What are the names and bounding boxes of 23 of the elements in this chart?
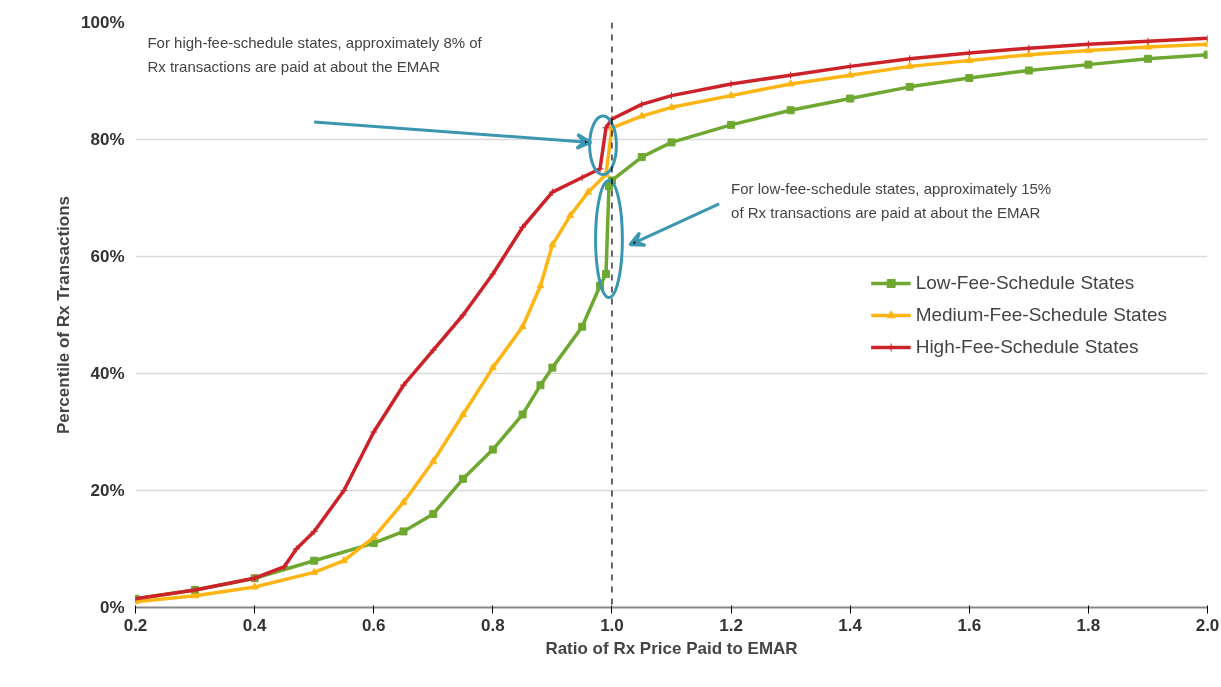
- x-tick-label: 1.4: [838, 615, 863, 635]
- y-tick-label: 0%: [99, 598, 125, 617]
- x-tick-label: 0.8: [481, 615, 505, 635]
- annotation: For low-fee-schedule states, approximately 15% of Rx transactions are paid at about the EMAR: [731, 180, 1052, 222]
- legend-label: Medium-Fee-Schedule States: [915, 303, 1167, 326]
- x-tick-label: 1.8: [1076, 615, 1101, 635]
- legend-label: High-Fee-Schedule States: [915, 335, 1139, 358]
- x-tick-label: 0.2: [123, 615, 148, 635]
- legend-label: Low-Fee-Schedule States: [915, 271, 1135, 294]
- y-tick-label: 40%: [90, 364, 125, 383]
- y-tick-label: 80%: [90, 130, 125, 149]
- y-tick-label: 20%: [90, 481, 125, 500]
- x-tick-label: 1.2: [719, 615, 743, 635]
- x-tick-label: 1.6: [957, 615, 982, 635]
- x-tick-label: 2.0: [1195, 615, 1220, 635]
- annotation: For high-fee-schedule states, approximately 8% of Rx transactions are paid at about the EMAR: [147, 34, 483, 75]
- y-tick-label: 60%: [90, 247, 125, 266]
- x-tick-label: 1.0: [600, 615, 624, 635]
- x-axis-title: Ratio of Rx Price Paid to EMAR: [545, 638, 798, 658]
- x-tick-label: 0.4: [242, 615, 267, 635]
- y-axis-title: Percentile of Rx Transactions: [54, 195, 74, 435]
- y-tick-label: 100%: [81, 13, 125, 32]
- x-tick-label: 0.6: [361, 615, 386, 635]
